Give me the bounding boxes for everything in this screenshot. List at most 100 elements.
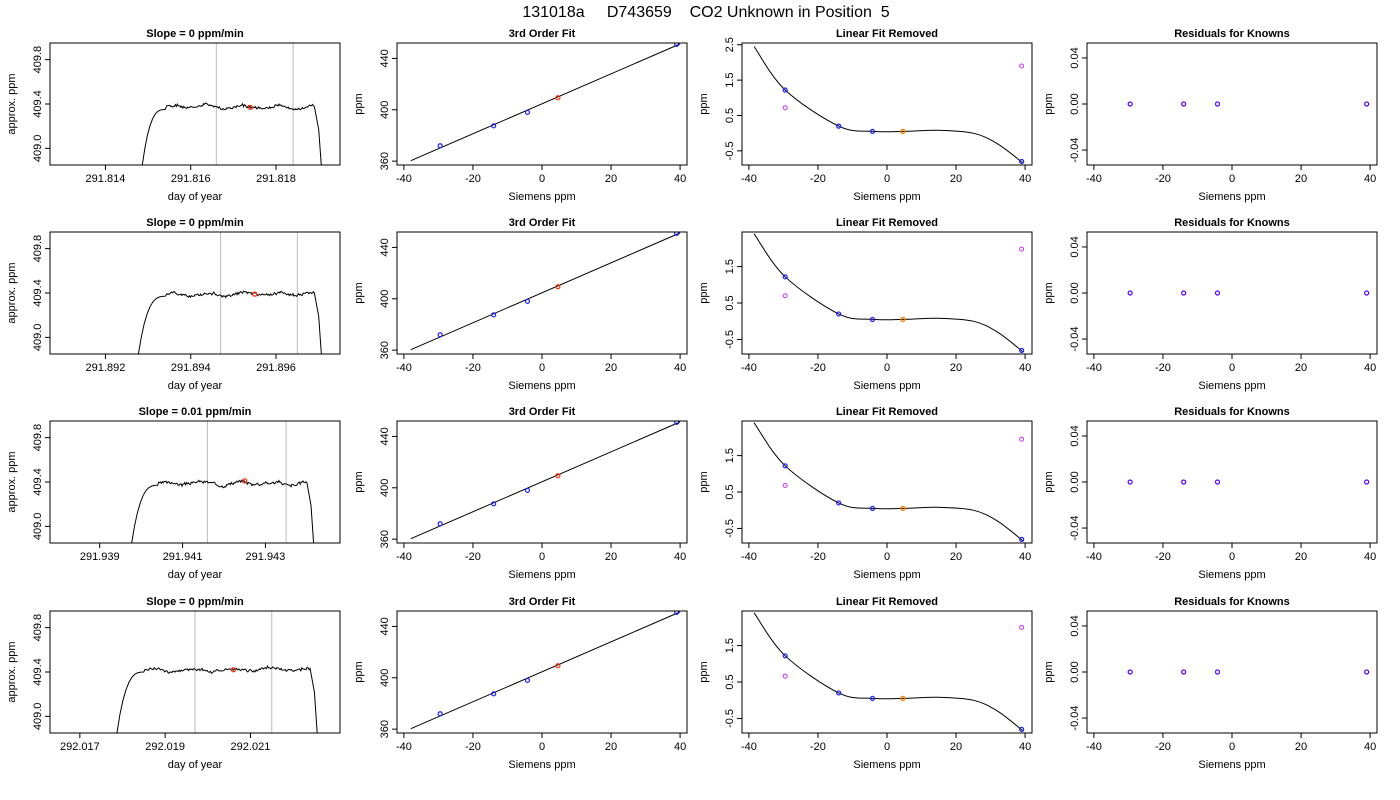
x-tick-label: -20	[1155, 741, 1171, 753]
y-tick-label: 0.04	[1069, 615, 1081, 636]
y-tick-label: -0.04	[1069, 326, 1081, 351]
x-tick-label: 40	[1019, 551, 1031, 563]
y-tick-label: 1.5	[724, 638, 736, 653]
panel-title: 3rd Order Fit	[509, 28, 576, 40]
linear-residual-point	[1019, 246, 1025, 252]
x-axis-label: Siemens ppm	[1198, 759, 1265, 771]
y-tick-label: 440	[379, 617, 391, 635]
y-tick-label: 0.5	[724, 108, 736, 123]
concentration-trace	[116, 664, 318, 733]
linear-residual-point	[1019, 63, 1025, 69]
x-tick-label: 0	[884, 173, 890, 185]
y-tick-label: 0.5	[724, 295, 736, 310]
x-tick-label: 20	[950, 551, 962, 563]
y-tick-label: 0.00	[1069, 661, 1081, 682]
y-tick-label: 440	[379, 49, 391, 67]
chart-panel: Linear Fit Removed Siemens ppm ppm -40 -20 0 2…	[698, 406, 1033, 581]
y-tick-label: 400	[379, 479, 391, 497]
residual-point	[1364, 479, 1370, 485]
residual-point	[1181, 479, 1187, 485]
panel-title: Slope = 0 ppm/min	[146, 596, 244, 608]
plot-frame	[741, 420, 1033, 544]
known-point	[836, 500, 842, 506]
chart-panel: Slope = 0.01 ppm/min day of year approx. p…	[6, 406, 341, 581]
residual-point	[1364, 101, 1370, 107]
x-axis-label: Siemens ppm	[508, 191, 575, 203]
known-point	[869, 695, 876, 702]
x-tick-label: -40	[396, 741, 412, 753]
x-tick-label: -40	[741, 362, 757, 374]
x-tick-label: -20	[465, 551, 481, 563]
y-tick-label: 409.4	[32, 90, 44, 118]
y-tick-label: -0.04	[1069, 137, 1081, 162]
x-tick-label: -20	[810, 551, 826, 563]
x-tick-label: 20	[950, 173, 962, 185]
panel-title: Linear Fit Removed	[836, 217, 938, 229]
x-tick-label: 0	[539, 362, 545, 374]
chart-panel: Slope = 0 ppm/min day of year approx. ppm 2…	[6, 28, 341, 203]
plot-area	[753, 612, 1025, 732]
x-tick-label: -40	[741, 173, 757, 185]
x-tick-label: 0	[539, 551, 545, 563]
y-tick-label: 409.0	[32, 324, 44, 352]
y-axis-label: ppm	[698, 661, 710, 682]
x-tick-label: 20	[1295, 173, 1307, 185]
plot-frame	[741, 231, 1033, 355]
x-axis-label: day of year	[168, 569, 223, 581]
plot-area	[137, 232, 322, 354]
x-tick-label: -40	[1086, 741, 1102, 753]
chart-panel: 3rd Order Fit Siemens ppm ppm -40 -20 0 20 40 36…	[353, 596, 688, 771]
y-tick-label: 0.00	[1069, 471, 1081, 492]
plot-area	[410, 43, 681, 162]
x-axis-label: Siemens ppm	[853, 191, 920, 203]
chart-panel: Linear Fit Removed Siemens ppm ppm -40 -20 0 2…	[698, 596, 1033, 771]
x-tick-label: 0	[539, 173, 545, 185]
x-tick-label: 0	[884, 741, 890, 753]
y-tick-label: 1.5	[724, 448, 736, 463]
x-axis-label: Siemens ppm	[1198, 569, 1265, 581]
x-tick-label: 40	[674, 173, 686, 185]
residual-point	[1364, 290, 1370, 296]
panel-title: Residuals for Knowns	[1174, 217, 1290, 229]
plot-area	[1127, 101, 1370, 107]
cubic-residual-curve	[753, 46, 1024, 164]
known-point	[524, 677, 531, 683]
residual-point	[1127, 479, 1133, 485]
x-tick-label: 291.894	[171, 362, 211, 374]
chart-panel: Slope = 0 ppm/min day of year approx. ppm 2…	[6, 596, 341, 771]
y-tick-label: 409.4	[32, 658, 44, 686]
known-point	[782, 653, 788, 659]
x-tick-label: 20	[605, 551, 617, 563]
y-tick-label: 0.04	[1069, 236, 1081, 257]
x-tick-label: -20	[1155, 551, 1171, 563]
fit-line	[410, 232, 681, 351]
known-point	[674, 232, 680, 236]
chart-panel: 3rd Order Fit Siemens ppm ppm -40 -20 0 20 40 36…	[353, 28, 688, 203]
plot-area	[1127, 669, 1370, 675]
known-point	[491, 123, 497, 129]
unknown-point	[555, 95, 561, 101]
x-tick-label: -20	[810, 173, 826, 185]
x-tick-label: 0	[1229, 173, 1235, 185]
x-tick-label: -20	[465, 741, 481, 753]
x-tick-label: -20	[810, 362, 826, 374]
y-tick-label: 360	[379, 720, 391, 738]
y-axis-label: ppm	[353, 93, 365, 114]
x-tick-label: 291.892	[86, 362, 126, 374]
y-tick-label: 409.8	[32, 235, 44, 263]
y-axis-label: approx. ppm	[6, 451, 18, 512]
x-axis-label: Siemens ppm	[853, 380, 920, 392]
panel-title: Linear Fit Removed	[836, 28, 938, 40]
y-axis-label: ppm	[353, 282, 365, 303]
known-point	[437, 521, 443, 527]
linear-residual-point	[782, 482, 788, 488]
plot-area	[410, 421, 681, 540]
plot-area	[753, 233, 1025, 353]
unknown-point	[555, 663, 561, 669]
plot-frame	[1086, 231, 1378, 355]
plot-frame	[1086, 420, 1378, 544]
x-tick-label: 40	[1364, 551, 1376, 563]
y-axis-label: ppm	[353, 661, 365, 682]
plot-area	[753, 422, 1025, 542]
